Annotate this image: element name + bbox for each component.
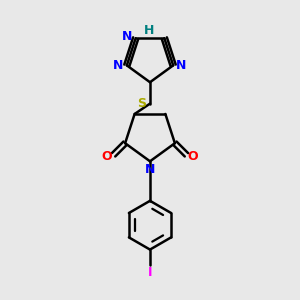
Text: N: N bbox=[145, 163, 155, 176]
Text: I: I bbox=[148, 266, 152, 279]
Text: N: N bbox=[113, 59, 124, 73]
Text: H: H bbox=[144, 24, 154, 37]
Text: N: N bbox=[122, 30, 133, 43]
Text: O: O bbox=[188, 150, 198, 163]
Text: N: N bbox=[176, 59, 187, 73]
Text: S: S bbox=[137, 97, 146, 110]
Text: O: O bbox=[102, 150, 112, 163]
